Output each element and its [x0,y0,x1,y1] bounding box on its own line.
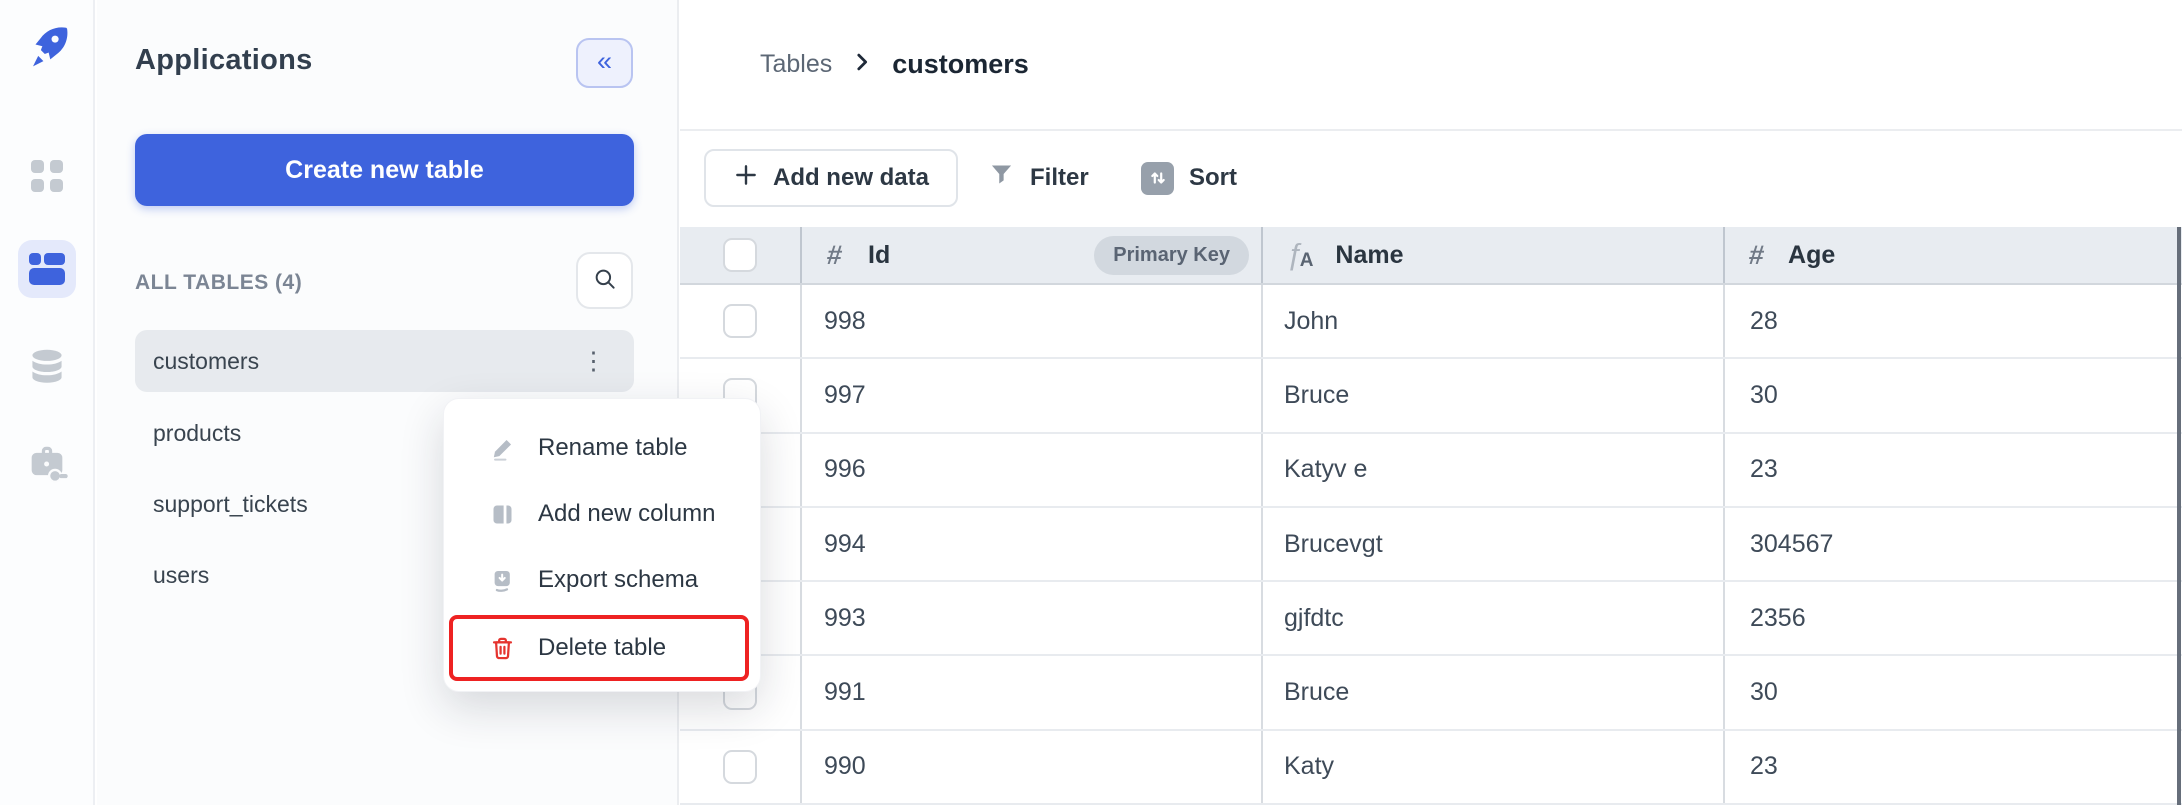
menu-item-label: Export schema [538,566,699,593]
table-row[interactable]: 991 Bruce 30 [680,656,2182,731]
cell-age[interactable]: 30 [1723,656,2182,729]
cell-id[interactable]: 990 [800,730,1261,804]
cell-id[interactable]: 993 [800,582,1261,655]
row-checkbox-cell [680,285,800,357]
menu-item-label: Delete table [538,634,667,661]
sidebar-title: Applications [135,44,313,76]
grid-right-edge-divider [2177,227,2181,805]
cell-age[interactable]: 30 [1723,359,2182,432]
table-item-label: support_tickets [153,490,308,517]
collapse-sidebar-button[interactable]: « [576,38,633,88]
filter-funnel-icon [988,161,1015,195]
cell-name[interactable]: John [1261,285,1723,358]
primary-key-badge: Primary Key [1094,235,1249,275]
column-label: Age [1788,240,1836,269]
menu-item-export-schema[interactable]: Export schema [444,556,760,604]
cell-name[interactable]: Katyv e [1261,433,1723,506]
cell-name[interactable]: Brucevgt [1261,507,1723,581]
column-header-age[interactable]: # Age [1723,227,2182,283]
cell-id[interactable]: 997 [800,359,1261,432]
create-new-table-button[interactable]: Create new table [135,134,634,206]
filter-button[interactable]: Filter [988,149,1089,207]
breadcrumb-parent[interactable]: Tables [760,50,833,78]
search-tables-button[interactable] [576,252,633,309]
menu-item-delete-table[interactable]: Delete table [449,615,749,681]
sidebar-item-products[interactable]: products [153,416,241,450]
cell-id[interactable]: 996 [800,433,1261,506]
cell-age[interactable]: 2356 [1723,582,2182,655]
table-row[interactable]: 994 Brucevgt 304567 [680,507,2182,583]
sort-button[interactable]: Sort [1141,149,1237,207]
cell-age[interactable]: 23 [1723,730,2182,804]
menu-item-label: Rename table [538,434,688,461]
cell-name[interactable]: gjfdtc [1261,582,1723,655]
table-context-menu: Rename table Add new column Export schem… [443,398,761,692]
icon-rail [0,0,95,805]
breadcrumb: Tables customers [680,0,2182,131]
breadcrumb-current: customers [892,49,1029,79]
table-row[interactable]: 990 Katy 23 [680,730,2182,805]
cell-age[interactable]: 28 [1723,285,2182,358]
menu-item-add-new-column[interactable]: Add new column [444,490,760,538]
table-item-label: products [153,419,242,446]
sidebar-item-support-tickets[interactable]: support_tickets [153,487,308,521]
cell-age[interactable]: 304567 [1723,507,2182,581]
row-checkbox[interactable] [723,749,757,784]
table-row[interactable]: 993 gjfdtc 2356 [680,582,2182,657]
cell-age[interactable]: 23 [1723,433,2182,506]
trash-icon [488,634,516,662]
sort-label: Sort [1189,164,1237,191]
filter-label: Filter [1030,164,1089,191]
tables-nav-active[interactable] [0,238,93,300]
sidebar-item-customers[interactable]: customers ⋮ [135,330,634,392]
toolbox-icon[interactable] [0,436,93,492]
row-checkbox[interactable] [723,304,757,339]
table-row[interactable]: 998 John 28 [680,285,2182,360]
all-tables-section-label: ALL TABLES (4) [135,271,303,294]
header-checkbox-cell [680,227,800,283]
add-new-data-button[interactable]: Add new data [704,149,958,207]
cell-name[interactable]: Katy [1261,730,1723,804]
column-label: Id [868,240,891,269]
main-content: Tables customers Add new data F [680,0,2182,805]
create-button-label: Create new table [285,155,484,184]
column-icon [488,500,516,528]
table-row[interactable]: 997 Bruce 30 [680,359,2182,434]
cell-name[interactable]: Bruce [1261,359,1723,432]
table-layout-icon [17,240,76,298]
column-header-id[interactable]: # Id Primary Key [800,227,1261,283]
breadcrumb-chevron-icon [851,51,873,78]
collapse-icon: « [596,45,613,76]
apps-grid-icon[interactable] [0,150,93,202]
sidebar-item-users[interactable]: users [153,558,209,592]
export-schema-icon [488,566,516,594]
number-type-icon: # [1747,239,1766,270]
cell-name[interactable]: Bruce [1261,656,1723,729]
table-item-label: customers [153,347,260,374]
search-icon [592,266,618,295]
number-type-icon: # [825,239,844,270]
table-row[interactable]: 996 Katyv e 23 [680,433,2182,508]
select-all-checkbox[interactable] [723,238,757,272]
cell-id[interactable]: 998 [800,285,1261,358]
cell-id[interactable]: 991 [800,656,1261,729]
plus-icon [733,162,759,195]
pencil-icon [488,434,516,462]
cell-id[interactable]: 994 [800,507,1261,581]
rocket-logo-icon[interactable] [22,20,74,72]
kebab-menu-icon[interactable]: ⋮ [581,346,606,375]
row-checkbox-cell [680,731,800,803]
column-label: Name [1335,240,1404,269]
menu-item-rename-table[interactable]: Rename table [444,424,760,472]
add-button-label: Add new data [772,164,929,191]
table-item-label: users [153,561,210,588]
sort-arrows-icon [1141,161,1174,195]
menu-item-label: Add new column [538,500,716,527]
database-icon[interactable] [0,340,93,396]
